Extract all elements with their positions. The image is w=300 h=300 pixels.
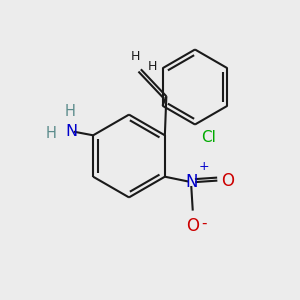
Text: N: N — [65, 124, 78, 139]
Text: N: N — [185, 173, 197, 191]
Text: H: H — [131, 50, 140, 63]
Text: O: O — [221, 172, 234, 190]
Text: H: H — [46, 126, 56, 141]
Text: -: - — [201, 216, 207, 231]
Text: +: + — [199, 160, 209, 173]
Text: H: H — [148, 60, 157, 74]
Text: Cl: Cl — [202, 130, 217, 145]
Text: O: O — [186, 217, 199, 235]
Text: H: H — [64, 104, 76, 119]
